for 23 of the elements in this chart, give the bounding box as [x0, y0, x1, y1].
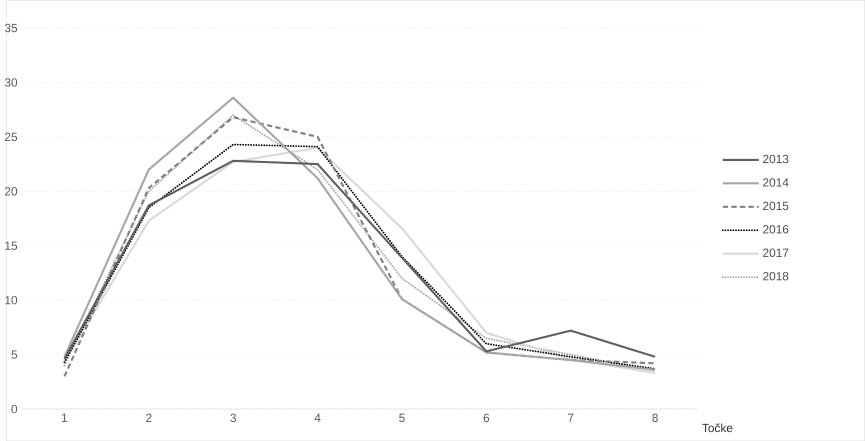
y-tick-label: 25 — [5, 132, 18, 142]
x-axis-title: Točke — [702, 423, 732, 432]
x-tick-label: 5 — [399, 414, 405, 422]
legend-label: 2014 — [763, 178, 789, 187]
x-tick-label: 6 — [484, 414, 490, 422]
x-tick-label: 1 — [62, 414, 68, 422]
y-tick-label: 5 — [11, 350, 18, 359]
legend-label: 2015 — [763, 202, 788, 210]
x-tick-label: 7 — [568, 414, 574, 422]
x-tick-label: 2 — [146, 414, 152, 422]
y-tick-label: 20 — [5, 187, 18, 196]
x-tick-label: 8 — [652, 414, 658, 422]
y-tick-label: 15 — [5, 242, 18, 250]
legend-label: 2013 — [763, 154, 788, 164]
legend-label: 2016 — [763, 225, 788, 234]
legend-label: 2018 — [763, 272, 788, 280]
y-tick-label: 30 — [4, 78, 18, 87]
y-tick-label: 35 — [4, 24, 18, 32]
x-tick-label: 4 — [314, 414, 321, 422]
x-tick-label: 3 — [230, 414, 236, 422]
legend-label: 2017 — [763, 248, 788, 257]
y-tick-label: 0 — [11, 404, 18, 414]
y-tick-label: 10 — [5, 296, 18, 304]
